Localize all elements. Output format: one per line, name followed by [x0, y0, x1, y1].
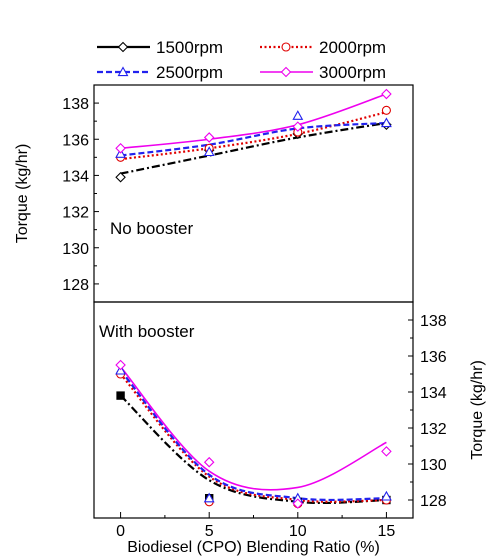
panel-1-y-axis-title: Torque (kg/hr): [14, 144, 31, 244]
panel-1-point-1500rpm-1: [115, 171, 126, 183]
legend-label-3000rpm: 3000rpm: [319, 63, 386, 82]
legend-label-1500rpm: 1500rpm: [156, 38, 223, 57]
legend-marker-3000rpm: [280, 66, 292, 78]
panel-1-point-2000rpm-4: [381, 105, 391, 115]
panel-1: 128 130 132 134 136 138 No booster Torque (kg/h…: [14, 84, 392, 303]
panel-2-ytick-label-3: 132: [420, 421, 447, 438]
legend-label-2000rpm: 2000rpm: [319, 38, 386, 57]
panel-1-fit-line-2: [120, 111, 387, 161]
legend-marker-2500rpm: [117, 66, 129, 77]
panel-1-point-2500rpm-2: [203, 146, 215, 157]
panel-2-y-axis-title: Torque (kg/hr): [469, 360, 486, 460]
panel-2-point-3000rpm-1: [115, 359, 126, 371]
legend: 1500rpm 2000rpm 2500rpm 3000rpm: [97, 38, 386, 82]
panel-1-ytick-label-4: 134: [62, 168, 89, 185]
panel-2-point-2500rpm-2: [203, 492, 215, 503]
panel-1-ytick-label-1: 128: [62, 277, 89, 294]
panel-2-fit-line-3: [119, 369, 387, 502]
panel-2-point-2500rpm-4: [380, 490, 392, 501]
panel-2: 128 130 132 134 136 138 With booster Torque (kg…: [99, 301, 486, 519]
panel-2-ytick-label-6: 138: [420, 313, 447, 330]
legend-marker-1500rpm: [117, 41, 129, 53]
panel-1-fit-line-3: [120, 121, 387, 157]
legend-marker-2000rpm: [281, 42, 291, 52]
xtick-label-2: 5: [205, 523, 214, 540]
panel-2-ytick-label-2: 130: [420, 457, 447, 474]
panel-2-ytick-label-4: 134: [420, 385, 447, 402]
panel-2-point-3000rpm-4: [381, 446, 392, 457]
panel-1-point-2500rpm-4: [380, 117, 392, 128]
panel-2-fit-line-4: [119, 366, 387, 491]
xtick-label-4: 15: [378, 523, 396, 540]
x-axis-title: Biodiesel (CPO) Blending Ratio (%): [127, 539, 380, 556]
panel-1-fit-line-1: [120, 121, 387, 175]
panel-1-point-3000rpm-3: [292, 121, 304, 132]
panel-2-point-1500rpm-1: [116, 391, 125, 400]
panel-2-fit-line-2: [119, 373, 387, 503]
panel-2-ytick-label-1: 128: [420, 493, 447, 510]
legend-label-2500rpm: 2500rpm: [156, 63, 223, 82]
panel-2-fit-line-1: [119, 394, 387, 505]
panel-1-fit-line-4: [120, 93, 387, 150]
panel-1-point-3000rpm-1: [115, 143, 126, 154]
panel-1-point-2500rpm-3: [292, 110, 304, 120]
panel-2-point-3000rpm-2: [203, 456, 215, 468]
panel-2-point-3000rpm-3: [292, 498, 304, 509]
panel-1-label: No booster: [110, 219, 193, 238]
panel-1-point-3000rpm-4: [381, 88, 392, 100]
panel-1-point-3000rpm-2: [203, 132, 215, 143]
panel-1-ytick-label-3: 132: [62, 205, 89, 222]
panel-1-ytick-label-6: 138: [62, 96, 89, 113]
panel-2-label: With booster: [99, 322, 195, 341]
panel-2-ytick-label-5: 136: [420, 349, 447, 366]
panel-1-ytick-label-2: 130: [62, 241, 89, 258]
xtick-label-3: 10: [289, 523, 307, 540]
panel-1-ytick-label-5: 136: [62, 132, 89, 149]
xtick-label-1: 0: [116, 523, 125, 540]
